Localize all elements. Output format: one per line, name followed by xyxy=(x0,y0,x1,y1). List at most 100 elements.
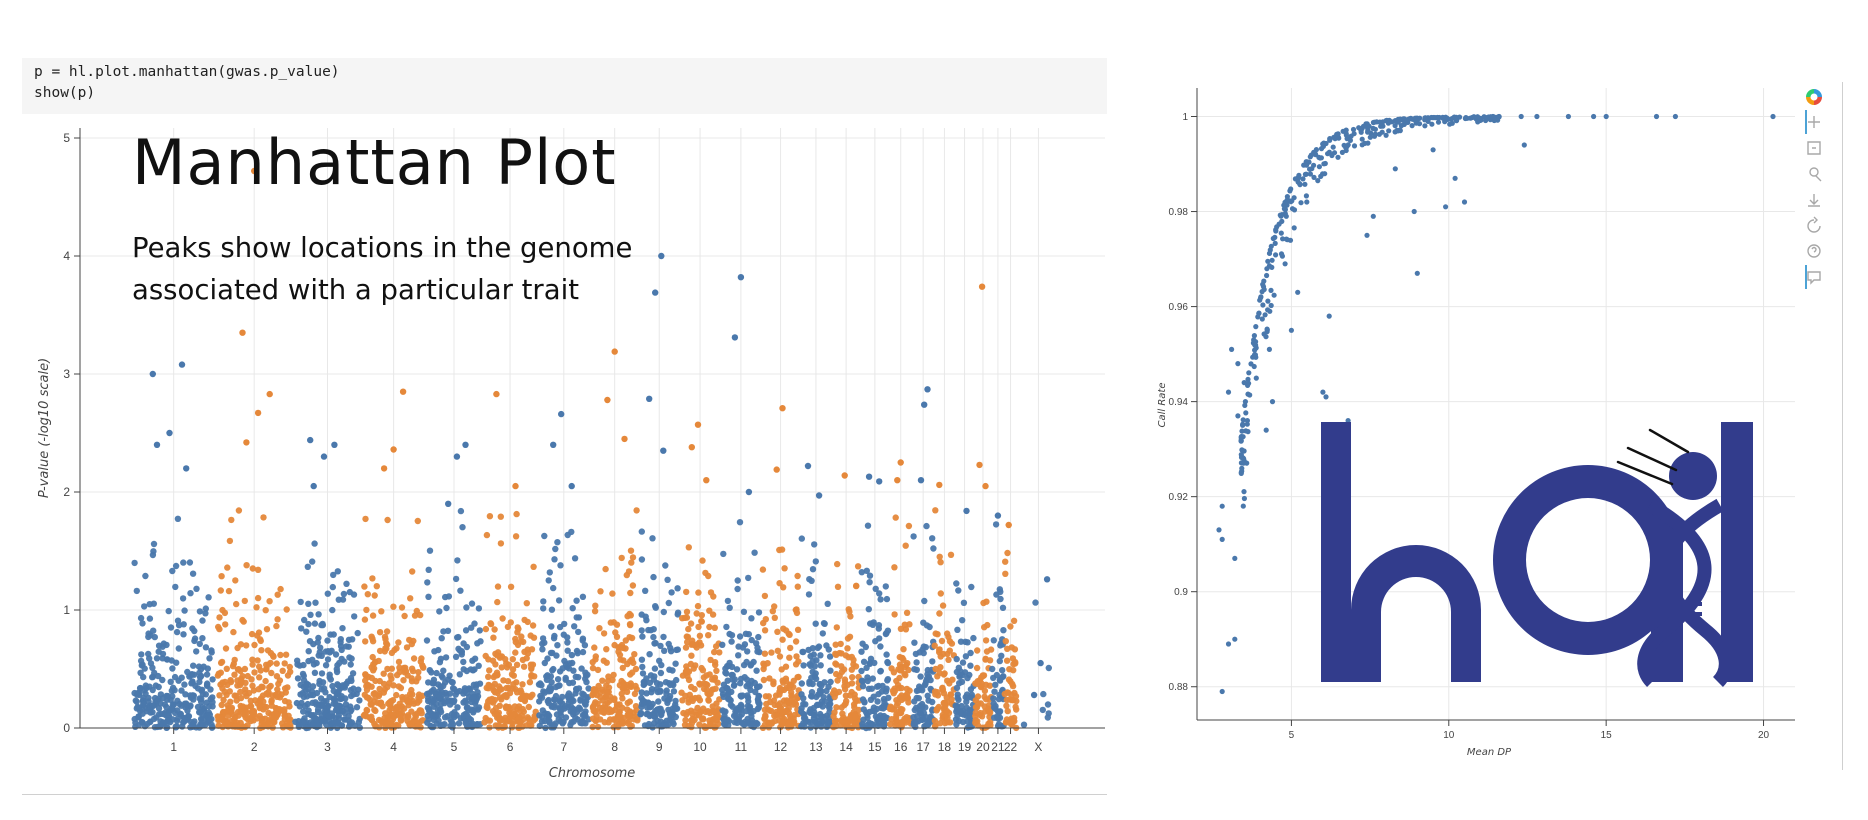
cell-divider xyxy=(22,794,1107,795)
manhattan-point xyxy=(423,637,431,644)
manhattan-point xyxy=(149,702,157,710)
manhattan-point xyxy=(362,515,369,523)
manhattan-point xyxy=(138,651,145,658)
manhattan-point xyxy=(396,664,403,671)
manhattan-point xyxy=(188,671,196,678)
manhattan-point xyxy=(142,572,149,580)
manhattan-point xyxy=(300,661,307,669)
manhattan-point xyxy=(277,585,284,593)
manhattan-point xyxy=(326,718,333,725)
manhattan-point xyxy=(334,568,341,575)
manhattan-point xyxy=(198,698,205,706)
manhattan-point xyxy=(151,724,159,731)
manhattan-point xyxy=(206,655,213,662)
manhattan-point xyxy=(333,668,341,676)
manhattan-point xyxy=(393,671,401,679)
manhattan-point xyxy=(417,724,424,731)
manhattan-point xyxy=(205,594,212,601)
manhattan-point xyxy=(297,681,304,689)
manhattan-point xyxy=(314,706,322,713)
manhattan-point xyxy=(253,604,260,611)
manhattan-point xyxy=(353,704,361,711)
reset-tool-icon xyxy=(1807,216,1821,233)
manhattan-point xyxy=(373,583,380,590)
manhattan-point xyxy=(380,670,387,677)
manhattan-point xyxy=(149,709,156,716)
manhattan-point xyxy=(240,618,247,625)
manhattan-point xyxy=(388,665,395,672)
manhattan-point xyxy=(362,638,369,645)
manhattan-point xyxy=(146,615,154,622)
manhattan-point xyxy=(150,540,158,548)
manhattan-point xyxy=(268,669,275,677)
manhattan-point xyxy=(150,627,157,634)
manhattan-point xyxy=(383,718,391,726)
manhattan-point xyxy=(336,659,343,667)
manhattan-point xyxy=(209,676,216,683)
manhattan-point xyxy=(237,688,244,696)
manhattan-point xyxy=(346,588,353,596)
manhattan-point xyxy=(309,722,316,729)
manhattan-point xyxy=(224,564,231,571)
manhattan-point xyxy=(204,665,211,672)
manhattan-point xyxy=(332,651,340,658)
manhattan-point xyxy=(189,570,197,577)
manhattan-point xyxy=(388,649,396,657)
manhattan-point xyxy=(163,656,171,663)
manhattan-point xyxy=(311,669,319,676)
manhattan-point xyxy=(403,644,411,651)
manhattan-point xyxy=(329,583,336,591)
code-line-1: p = hl.plot.manhattan(gwas.p_value) xyxy=(34,64,340,80)
manhattan-point xyxy=(167,696,174,704)
manhattan-point xyxy=(273,673,281,680)
manhattan-point xyxy=(401,612,408,620)
manhattan-point xyxy=(475,662,482,669)
manhattan-point xyxy=(445,697,453,704)
manhattan-point xyxy=(442,593,449,601)
manhattan-point xyxy=(279,667,286,674)
manhattan-point xyxy=(361,616,369,623)
manhattan-point xyxy=(256,636,264,643)
manhattan-point xyxy=(206,703,213,710)
manhattan-point xyxy=(457,507,465,515)
manhattan-point xyxy=(460,699,467,706)
manhattan-point xyxy=(417,611,424,619)
manhattan-point xyxy=(234,644,241,652)
manhattan-point xyxy=(410,655,418,662)
manhattan-point xyxy=(218,573,225,580)
manhattan-point xyxy=(371,690,378,697)
manhattan-point xyxy=(386,699,393,706)
manhattan-point xyxy=(406,721,413,728)
manhattan-point xyxy=(299,670,307,678)
manhattan-point xyxy=(193,648,200,655)
manhattan-point xyxy=(300,708,307,715)
manhattan-point xyxy=(169,665,176,672)
manhattan-point xyxy=(435,717,442,724)
manhattan-point xyxy=(187,724,194,731)
manhattan-point xyxy=(284,684,291,691)
manhattan-point xyxy=(247,702,254,709)
manhattan-point xyxy=(181,607,188,614)
manhattan-point xyxy=(254,566,262,573)
manhattan-point xyxy=(207,686,214,693)
manhattan-point xyxy=(430,698,437,705)
manhattan-point xyxy=(222,621,229,628)
manhattan-point xyxy=(319,701,326,709)
manhattan-point xyxy=(361,583,368,590)
manhattan-point xyxy=(230,628,237,636)
manhattan-point xyxy=(284,672,292,679)
manhattan-point xyxy=(294,675,302,682)
manhattan-point xyxy=(298,699,305,707)
manhattan-point xyxy=(425,695,432,702)
manhattan-point xyxy=(304,700,311,708)
manhattan-point xyxy=(414,710,421,717)
manhattan-point xyxy=(155,642,163,649)
manhattan-point xyxy=(454,557,461,564)
manhattan-point xyxy=(149,664,156,671)
manhattan-point xyxy=(181,681,188,688)
manhattan-point xyxy=(269,692,276,699)
code-cell[interactable]: p = hl.plot.manhattan(gwas.p_value) show… xyxy=(22,58,1107,114)
manhattan-point xyxy=(339,625,346,632)
box-zoom-tool-icon xyxy=(1807,141,1821,155)
manhattan-point xyxy=(251,641,258,649)
